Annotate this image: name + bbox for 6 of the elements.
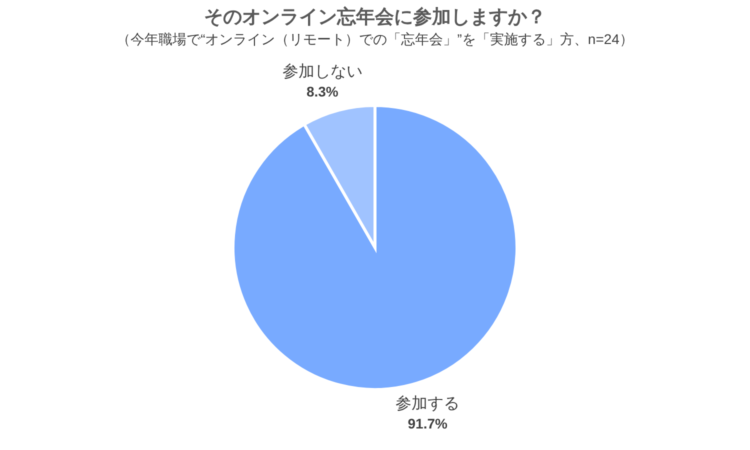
data-label: 8.3% <box>306 83 339 100</box>
data-label: 91.7% <box>408 416 448 432</box>
chart-subtitle: （今年職場で“オンライン（リモート）での「忘年会」”を「実施する」方、n=24） <box>116 31 634 47</box>
slice-label: 参加する <box>396 394 460 413</box>
slice-label: 参加しない <box>282 62 362 80</box>
chart-title: そのオンライン忘年会に参加しますか？ <box>204 6 546 28</box>
